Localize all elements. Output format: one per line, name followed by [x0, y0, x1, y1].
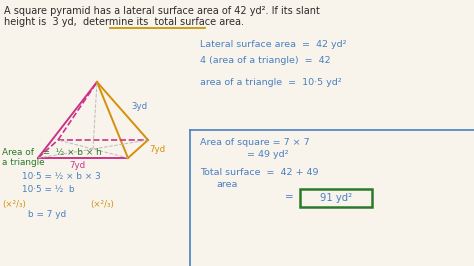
Text: 7yd: 7yd — [69, 161, 85, 170]
Text: 91 yd²: 91 yd² — [320, 193, 352, 203]
Text: area: area — [216, 180, 237, 189]
Text: Total surface  =  42 + 49: Total surface = 42 + 49 — [200, 168, 319, 177]
Text: 10·5 = ½ × b × 3: 10·5 = ½ × b × 3 — [22, 172, 101, 181]
Text: =: = — [285, 192, 294, 202]
Text: Area of   =  ½ × b × h: Area of = ½ × b × h — [2, 148, 102, 157]
Text: area of a triangle  =  10·5 yd²: area of a triangle = 10·5 yd² — [200, 78, 342, 87]
Text: A square pyramid has a lateral surface area of 42 yd². If its slant: A square pyramid has a lateral surface a… — [4, 6, 320, 16]
Text: b = 7 yd: b = 7 yd — [28, 210, 66, 219]
Text: = 49 yd²: = 49 yd² — [247, 150, 289, 159]
Text: 3yd: 3yd — [131, 102, 147, 111]
Text: height is  3 yd,  determine its  total surface area.: height is 3 yd, determine its total surf… — [4, 17, 244, 27]
Text: (×²/₃): (×²/₃) — [90, 200, 114, 209]
Text: (×²/₃): (×²/₃) — [2, 200, 26, 209]
Bar — [300, 189, 372, 207]
Text: a triangle: a triangle — [2, 158, 45, 167]
Text: 10·5 = ½  b: 10·5 = ½ b — [22, 185, 74, 194]
Text: Lateral surface area  =  42 yd²: Lateral surface area = 42 yd² — [200, 40, 346, 49]
Text: Area of square = 7 × 7: Area of square = 7 × 7 — [200, 138, 310, 147]
Text: 4 (area of a triangle)  =  42: 4 (area of a triangle) = 42 — [200, 56, 331, 65]
Text: 7yd: 7yd — [149, 145, 165, 154]
